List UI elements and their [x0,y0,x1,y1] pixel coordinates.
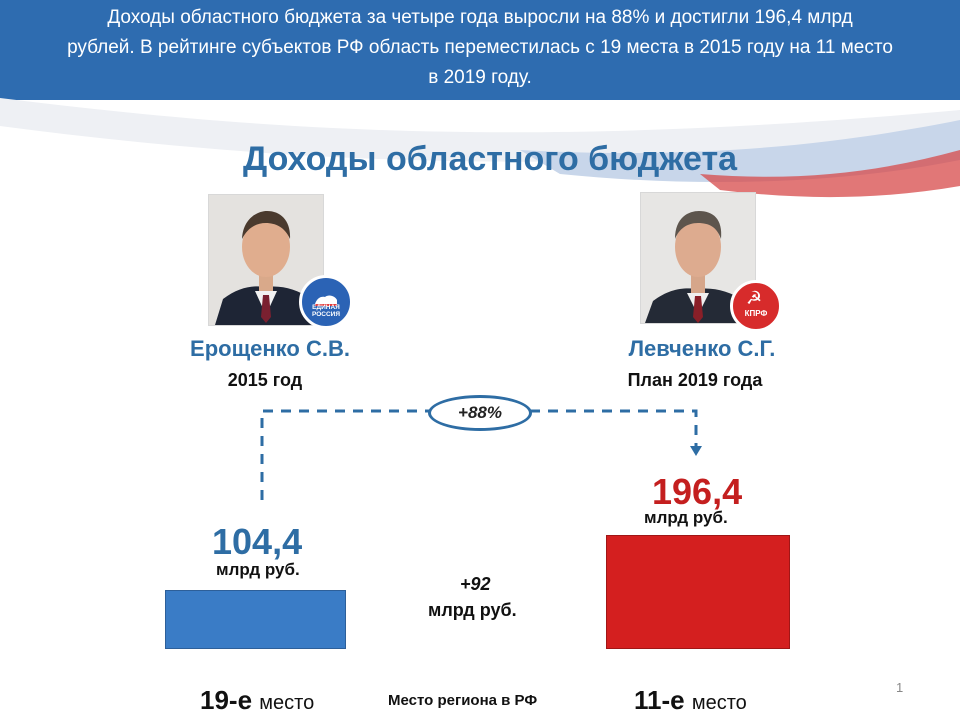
header-line-3: в 2019 году. [428,67,532,88]
period-label-right: План 2019 года [627,370,763,390]
header-banner: Доходы областного бюджета за четыре года… [0,0,960,100]
unit-label-2019: млрд руб. [644,508,728,527]
header-line-2: рублей. В рейтинге субъектов РФ область … [67,37,893,58]
governor-name-left: Ерощенко С.В. [190,336,350,361]
slide-title: Доходы областного бюджета [242,140,738,178]
governor-name-right: Левченко С.Г. [628,336,776,361]
difference-value: +92 [460,574,491,594]
rank-word-right: место [691,692,747,714]
kprf-badge: ☭ КПРФ [730,280,782,332]
flag-swoosh-decoration [0,98,960,198]
difference-unit: млрд руб. [428,600,517,620]
bar-2019 [606,535,790,649]
rank-number-right: 11-е [634,685,685,715]
rank-caption: Место региона в РФ [388,692,538,709]
bar-2015 [165,590,346,649]
header-line-1: Доходы областного бюджета за четыре года… [107,7,853,28]
period-label-left: 2015 год [227,370,303,390]
rank-right: 11-е место [634,685,747,716]
growth-percent-badge: +88% [428,395,532,431]
rank-word-left: место [259,692,315,714]
unit-label-2015: млрд руб. [216,560,300,579]
party-name-label: ЕДИНАЯ РОССИЯ [311,304,341,318]
page-number: 1 [896,680,904,695]
rank-left: 19-е место [200,685,314,716]
value-label-2015: 104,4 [212,521,303,562]
party-name-label: КПРФ [744,309,768,318]
hammer-sickle-icon: ☭ [746,288,763,308]
bear-emblem-icon [315,295,337,306]
value-label-2019: 196,4 [652,471,743,512]
rank-number-left: 19-е [200,685,253,715]
united-russia-badge: ЕДИНАЯ РОССИЯ [299,275,353,329]
